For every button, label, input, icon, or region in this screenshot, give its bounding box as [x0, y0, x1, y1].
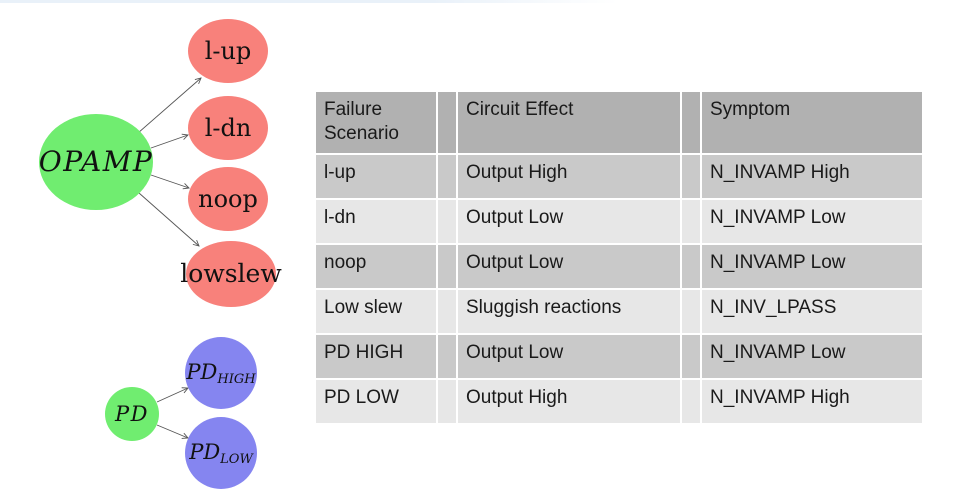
cell-failure-scenario: noop: [316, 245, 436, 288]
spacer-cell: [438, 245, 456, 288]
pd-low-label: PDLOW: [188, 440, 254, 467]
noop-ellipse: [188, 167, 268, 231]
spacer-cell: [682, 245, 700, 288]
spacer-cell: [682, 155, 700, 198]
edge-pd-to-pd-low: [156, 424, 189, 439]
spacer-cell: [682, 380, 700, 423]
pd-low-base: PD: [188, 440, 220, 464]
node-lowslew: lowslew: [180, 241, 282, 307]
failure-symptom-table: Failure Scenario Circuit Effect Symptom …: [314, 90, 924, 425]
node-l-up: l-up: [188, 19, 268, 83]
cell-symptom: N_INV_LPASS: [702, 290, 922, 333]
spacer-cell: [438, 380, 456, 423]
spacer-cell: [438, 155, 456, 198]
edge-opamp-to-noop: [150, 174, 190, 190]
table-row-pd-low: PD LOW Output High N_INVAMP High: [316, 380, 922, 423]
pd-high-base: PD: [185, 360, 217, 384]
cell-circuit-effect: Sluggish reactions: [458, 290, 680, 333]
cell-failure-scenario: Low slew: [316, 290, 436, 333]
spacer-cell: [682, 290, 700, 333]
pd-low-ellipse: [185, 417, 257, 489]
pd-ellipse: [105, 387, 159, 441]
pd-label: PD: [114, 402, 149, 426]
cell-symptom: N_INVAMP Low: [702, 200, 922, 243]
window-top-edge: [0, 0, 618, 3]
cell-symptom: N_INVAMP Low: [702, 335, 922, 378]
pd-high-label: PDHIGH: [185, 360, 256, 387]
pd-high-subscript: HIGH: [216, 372, 256, 387]
column-header-symptom: Symptom: [702, 92, 922, 153]
edge-opamp-to-lowslew: [138, 192, 200, 247]
edge-opamp-to-l-up: [137, 77, 202, 134]
table-row-noop: noop Output Low N_INVAMP Low: [316, 245, 922, 288]
cell-symptom: N_INVAMP High: [702, 380, 922, 423]
lowslew-ellipse: [186, 241, 276, 307]
cell-failure-scenario: l-dn: [316, 200, 436, 243]
opamp-tree-edges: [137, 77, 202, 247]
cell-failure-scenario: PD HIGH: [316, 335, 436, 378]
fault-tree-diagram: OPAMP l-up l-dn noop lowslew PD PDHIGH P…: [39, 19, 282, 489]
edge-pd-to-pd-high: [156, 387, 189, 403]
spacer-cell: [682, 92, 700, 153]
node-opamp: OPAMP: [39, 114, 153, 210]
l-dn-ellipse: [188, 96, 268, 160]
node-pd-high: PDHIGH: [185, 337, 257, 409]
edge-opamp-to-l-dn: [150, 133, 189, 149]
l-dn-label: l-dn: [205, 114, 252, 142]
node-pd: PD: [105, 387, 159, 441]
pd-high-ellipse: [185, 337, 257, 409]
cell-failure-scenario: l-up: [316, 155, 436, 198]
l-up-label: l-up: [205, 37, 252, 65]
node-noop: noop: [188, 167, 268, 231]
table-header-row: Failure Scenario Circuit Effect Symptom: [316, 92, 922, 153]
pd-tree-edges: [156, 387, 189, 439]
cell-circuit-effect: Output Low: [458, 335, 680, 378]
cell-symptom: N_INVAMP Low: [702, 245, 922, 288]
cell-circuit-effect: Output High: [458, 155, 680, 198]
spacer-cell: [438, 92, 456, 153]
node-pd-low: PDLOW: [185, 417, 257, 489]
cell-failure-scenario: PD LOW: [316, 380, 436, 423]
column-header-failure-scenario: Failure Scenario: [316, 92, 436, 153]
node-l-dn: l-dn: [188, 96, 268, 160]
cell-circuit-effect: Output High: [458, 380, 680, 423]
table-row-pd-high: PD HIGH Output Low N_INVAMP Low: [316, 335, 922, 378]
l-up-ellipse: [188, 19, 268, 83]
table-row-l-dn: l-dn Output Low N_INVAMP Low: [316, 200, 922, 243]
lowslew-label: lowslew: [180, 259, 282, 288]
cell-circuit-effect: Output Low: [458, 245, 680, 288]
noop-label: noop: [198, 185, 258, 213]
table-row-l-up: l-up Output High N_INVAMP High: [316, 155, 922, 198]
spacer-cell: [438, 335, 456, 378]
cell-circuit-effect: Output Low: [458, 200, 680, 243]
spacer-cell: [438, 200, 456, 243]
cell-symptom: N_INVAMP High: [702, 155, 922, 198]
column-header-circuit-effect: Circuit Effect: [458, 92, 680, 153]
opamp-label: OPAMP: [39, 145, 153, 178]
spacer-cell: [682, 200, 700, 243]
table-row-low-slew: Low slew Sluggish reactions N_INV_LPASS: [316, 290, 922, 333]
pd-low-subscript: LOW: [219, 452, 254, 467]
spacer-cell: [682, 335, 700, 378]
spacer-cell: [438, 290, 456, 333]
opamp-ellipse: [39, 114, 153, 210]
